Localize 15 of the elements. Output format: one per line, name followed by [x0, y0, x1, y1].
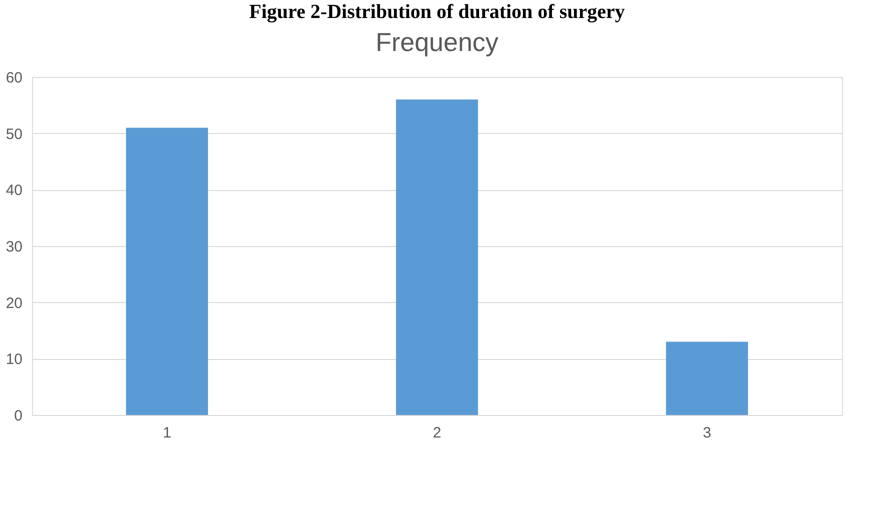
y-tick-label: 60 — [6, 70, 22, 86]
y-tick-label: 0 — [14, 408, 22, 424]
bar — [126, 128, 208, 415]
chart-subtitle: Frequency — [376, 27, 498, 57]
y-tick-label: 30 — [6, 238, 22, 256]
y-tick-label: 20 — [6, 294, 22, 312]
x-tick-label: 1 — [162, 424, 172, 442]
x-tick-label: 2 — [432, 424, 442, 442]
y-tick-label: 10 — [6, 351, 22, 368]
x-tick-label: 3 — [702, 424, 712, 442]
y-tick-label: 40 — [6, 182, 22, 200]
chart-title: Figure 2-Distribution of duration of surgery — [249, 1, 625, 23]
y-tick-label: 50 — [6, 126, 22, 143]
bar — [666, 342, 748, 415]
bar — [396, 100, 478, 415]
